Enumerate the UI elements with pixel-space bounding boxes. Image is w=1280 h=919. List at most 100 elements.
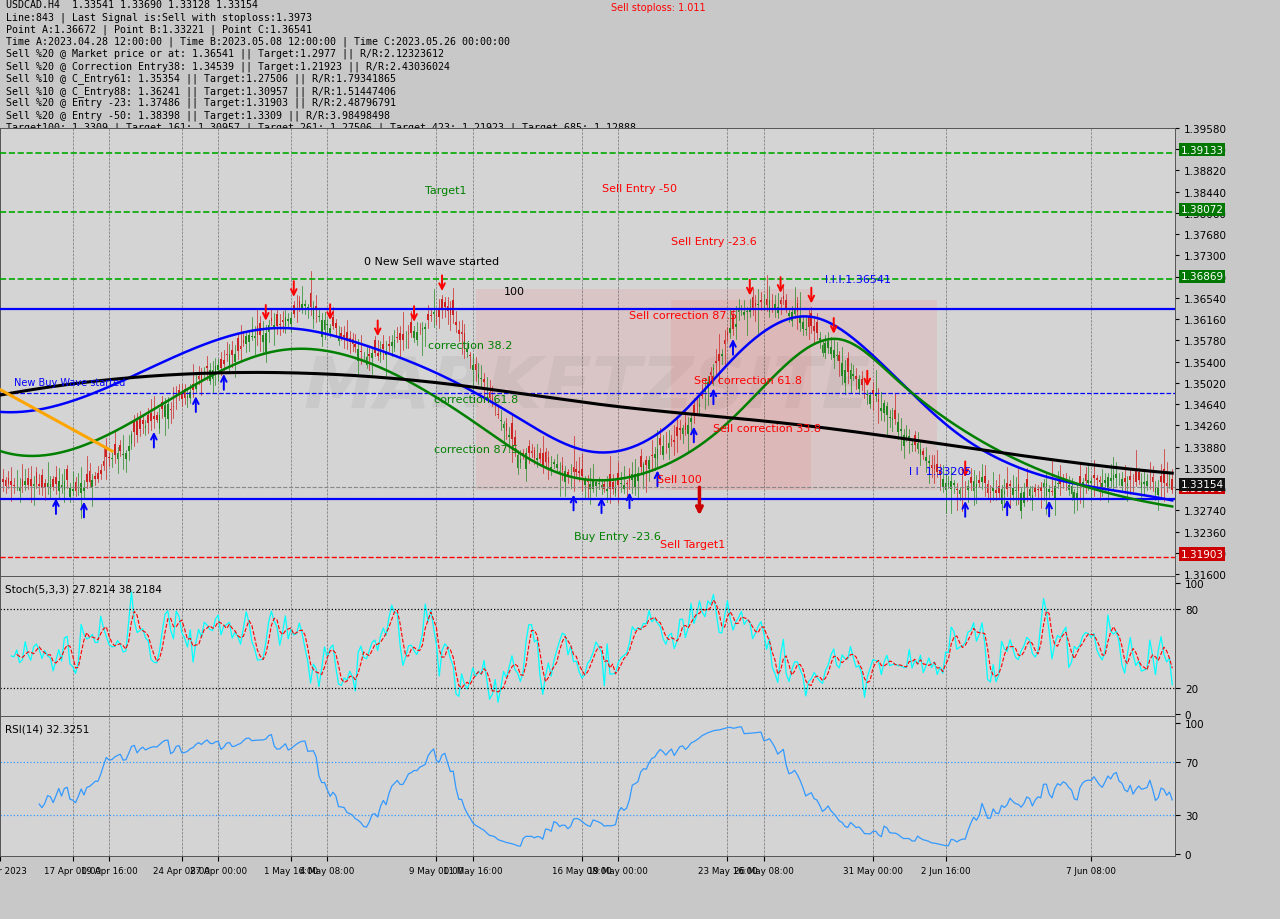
- Bar: [1051, 492, 1052, 493]
- Bar: [397, 337, 398, 339]
- Bar: [195, 384, 197, 390]
- Bar: [751, 298, 754, 309]
- Bar: [1112, 475, 1115, 481]
- Text: correction 61.8: correction 61.8: [434, 394, 518, 404]
- Bar: [253, 336, 256, 339]
- Bar: [1062, 479, 1064, 482]
- Bar: [428, 314, 429, 321]
- Bar: [411, 323, 412, 334]
- Bar: [937, 465, 938, 472]
- Bar: [567, 472, 568, 478]
- Text: Sell correction 33.8: Sell correction 33.8: [713, 424, 822, 434]
- Bar: [161, 403, 163, 410]
- Bar: [844, 371, 846, 383]
- Bar: [472, 366, 474, 370]
- Bar: [628, 474, 630, 482]
- Bar: [869, 396, 870, 405]
- Bar: [390, 343, 393, 346]
- Bar: [1018, 484, 1019, 492]
- Text: Buy Entry -23.6: Buy Entry -23.6: [573, 532, 660, 541]
- Bar: [355, 345, 356, 348]
- Bar: [388, 345, 389, 347]
- Bar: [768, 301, 771, 312]
- Text: Sell 100: Sell 100: [658, 474, 703, 484]
- Bar: [648, 460, 650, 470]
- Bar: [447, 307, 448, 312]
- Bar: [38, 485, 40, 486]
- Text: Sell Entry -23.6: Sell Entry -23.6: [672, 237, 758, 247]
- Bar: [178, 391, 180, 396]
- Bar: [861, 380, 863, 385]
- Bar: [1135, 471, 1137, 482]
- Bar: [425, 328, 426, 330]
- Bar: [984, 477, 986, 483]
- Bar: [1006, 484, 1009, 490]
- Bar: [576, 469, 577, 472]
- Bar: [836, 356, 837, 357]
- Bar: [659, 438, 660, 446]
- Bar: [947, 484, 950, 485]
- Bar: [475, 365, 476, 370]
- Bar: [852, 374, 854, 377]
- Bar: [886, 406, 888, 415]
- Bar: [827, 342, 829, 348]
- Bar: [293, 305, 294, 314]
- Bar: [184, 390, 186, 399]
- Bar: [19, 489, 20, 492]
- Bar: [374, 341, 376, 353]
- Bar: [223, 360, 225, 364]
- Bar: [925, 458, 927, 461]
- Bar: [998, 487, 1000, 494]
- Bar: [796, 303, 799, 313]
- Bar: [100, 471, 101, 474]
- Bar: [206, 367, 207, 369]
- Bar: [366, 358, 367, 366]
- Bar: [579, 471, 580, 474]
- Bar: [662, 447, 664, 456]
- Bar: [483, 380, 485, 382]
- Bar: [645, 460, 648, 465]
- Bar: [173, 406, 174, 408]
- Bar: [234, 355, 236, 363]
- Bar: [536, 459, 538, 460]
- Bar: [500, 421, 502, 422]
- Text: 1.38072: 1.38072: [1180, 205, 1224, 215]
- Bar: [123, 454, 124, 456]
- Text: USDCAD.H4  1.33541 1.33690 1.33128 1.33154: USDCAD.H4 1.33541 1.33690 1.33128 1.3315…: [6, 0, 257, 10]
- Bar: [1053, 487, 1056, 498]
- Bar: [803, 323, 804, 330]
- Bar: [600, 485, 603, 489]
- Bar: [841, 364, 844, 377]
- Text: Sell correction 87.5: Sell correction 87.5: [630, 311, 737, 321]
- Bar: [968, 487, 969, 491]
- Bar: [621, 483, 622, 484]
- Bar: [847, 359, 849, 373]
- Bar: [279, 324, 280, 326]
- Bar: [727, 334, 728, 335]
- Bar: [1032, 495, 1033, 501]
- Text: Sell %20 @ Entry -50: 1.38398 || Target:1.3309 || R/R:3.98498498: Sell %20 @ Entry -50: 1.38398 || Target:…: [6, 110, 390, 120]
- Bar: [1155, 489, 1156, 494]
- Bar: [114, 445, 115, 455]
- Bar: [989, 492, 991, 494]
- Bar: [166, 405, 169, 420]
- Bar: [1079, 476, 1080, 486]
- Bar: [312, 307, 314, 319]
- Bar: [349, 338, 351, 343]
- Bar: [81, 483, 82, 494]
- Bar: [492, 399, 493, 400]
- Text: 1.33090: 1.33090: [1180, 483, 1224, 494]
- Text: Sell correction 61.8: Sell correction 61.8: [694, 375, 801, 385]
- Text: Target1: Target1: [425, 186, 467, 196]
- Bar: [881, 408, 882, 411]
- Bar: [3, 479, 4, 482]
- Bar: [1020, 494, 1021, 511]
- Bar: [520, 460, 521, 463]
- Bar: [326, 324, 328, 326]
- Text: Sell %20 @ Entry -23: 1.37486 || Target:1.31903 || R/R:2.48796791: Sell %20 @ Entry -23: 1.37486 || Target:…: [6, 97, 396, 108]
- Bar: [416, 332, 417, 340]
- Bar: [799, 317, 801, 323]
- Bar: [109, 457, 110, 459]
- Bar: [973, 482, 974, 491]
- Bar: [83, 488, 84, 492]
